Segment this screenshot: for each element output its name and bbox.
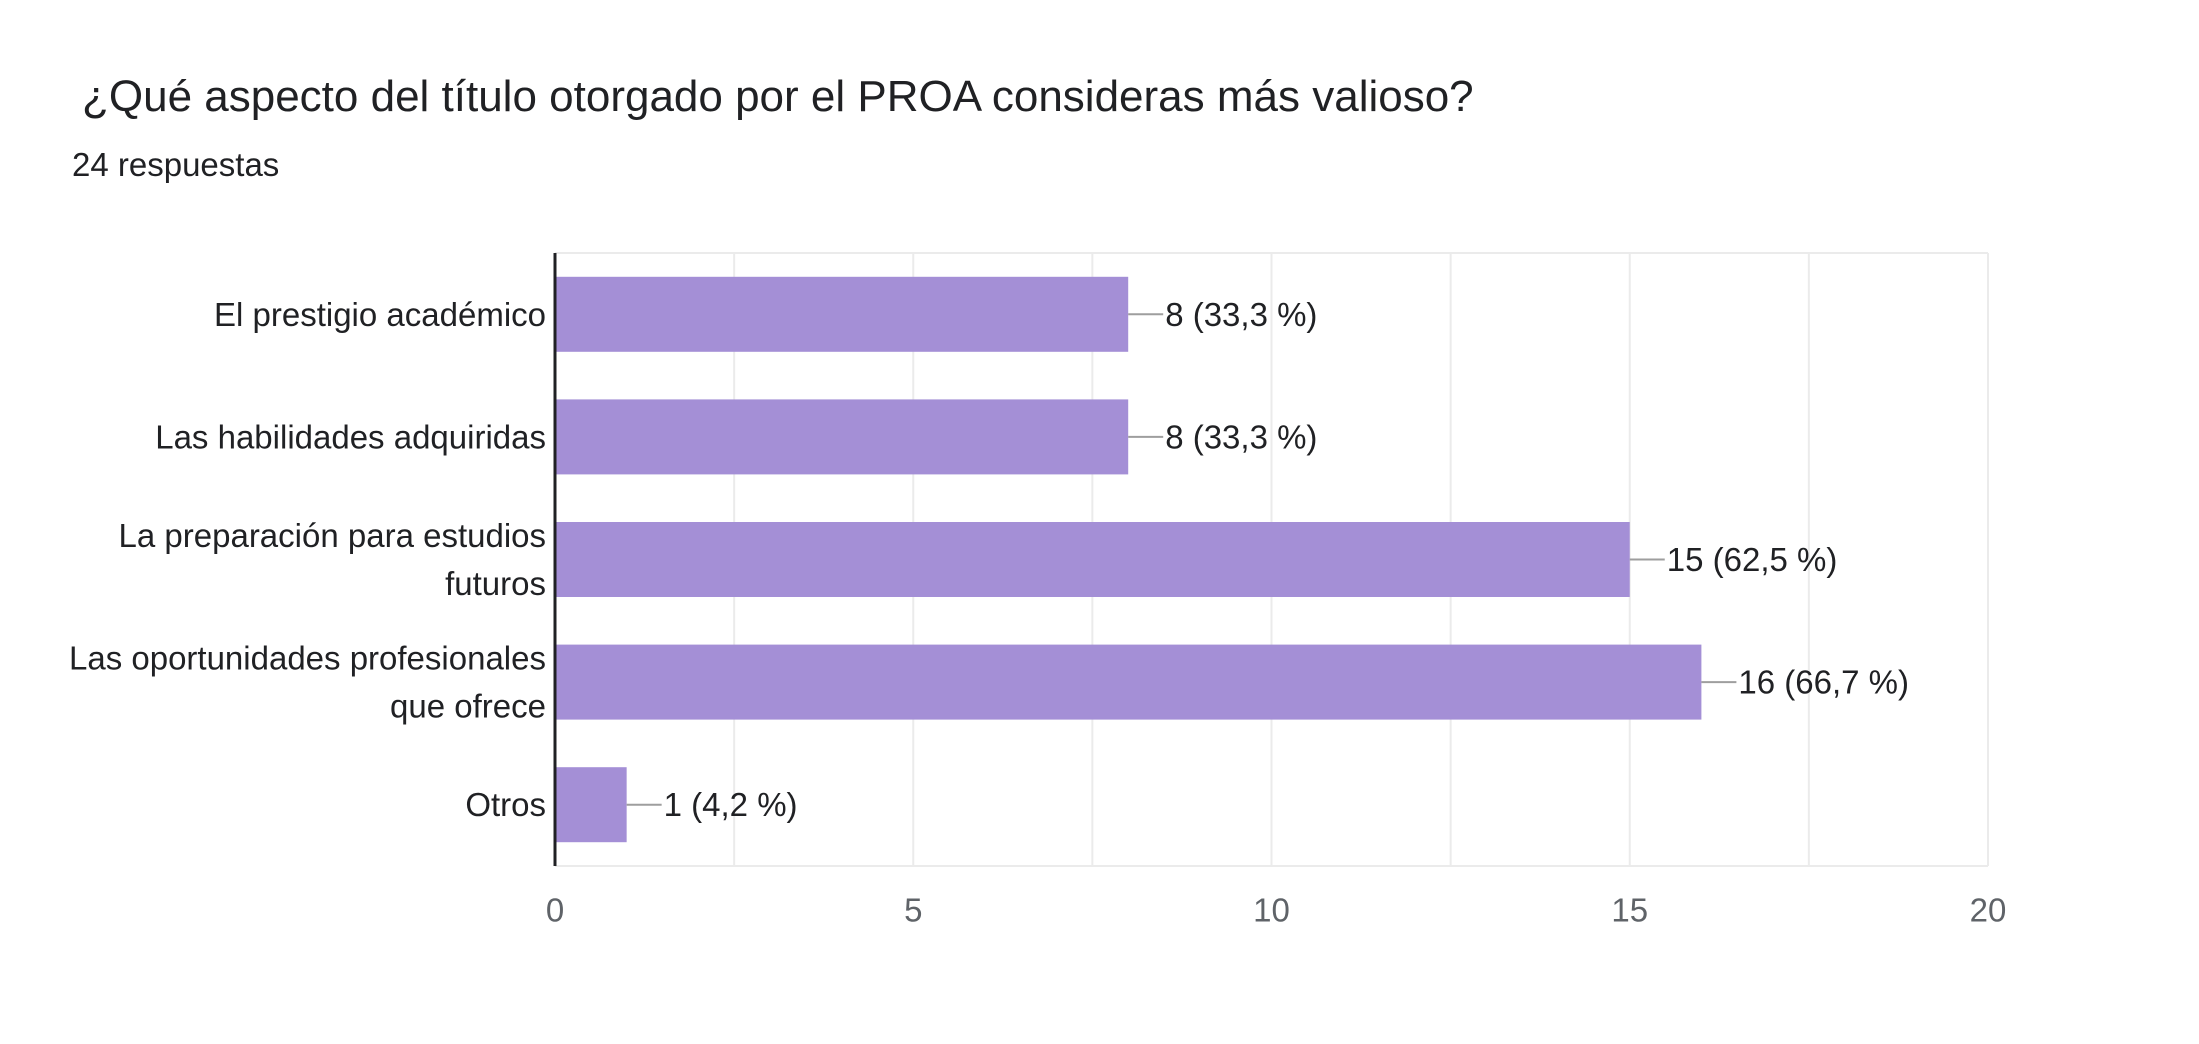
- bar: [555, 767, 627, 843]
- x-axis-ticks: 0 5 10 15 20: [546, 253, 2007, 929]
- response-count: 24 respuestas: [72, 146, 280, 183]
- x-tick-label: 5: [904, 892, 922, 929]
- bar: [555, 644, 1702, 720]
- data-labels: 8 (33,3 %) 8 (33,3 %) 15 (62,5 %) 16 (66,7 …: [626, 296, 1909, 823]
- category-label: que ofrece: [390, 688, 546, 725]
- chart-title: ¿Qué aspecto del título otorgado por el …: [82, 72, 1474, 121]
- category-labels: El prestigio académico Las habilidades ad…: [69, 296, 546, 823]
- category-label: futuros: [445, 565, 546, 602]
- data-label: 15 (62,5 %): [1667, 541, 1838, 578]
- category-label: Las oportunidades profesionales: [69, 640, 546, 677]
- category-label: Otros: [465, 786, 546, 823]
- bars: [555, 276, 1702, 843]
- category-label: El prestigio académico: [214, 296, 546, 333]
- category-label: La preparación para estudios: [119, 517, 546, 554]
- gridlines: [555, 252, 1989, 867]
- bar: [555, 399, 1129, 475]
- category-label: Las habilidades adquiridas: [155, 418, 546, 455]
- data-label: 16 (66,7 %): [1738, 664, 1909, 701]
- x-tick-label: 10: [1253, 892, 1290, 929]
- x-tick-label: 0: [546, 892, 564, 929]
- x-tick-label: 20: [1970, 892, 2007, 929]
- bar: [555, 522, 1630, 597]
- x-tick-label: 15: [1611, 892, 1648, 929]
- data-label: 1 (4,2 %): [664, 786, 798, 823]
- data-label: 8 (33,3 %): [1165, 418, 1317, 455]
- bar: [555, 276, 1129, 352]
- data-label: 8 (33,3 %): [1165, 296, 1317, 333]
